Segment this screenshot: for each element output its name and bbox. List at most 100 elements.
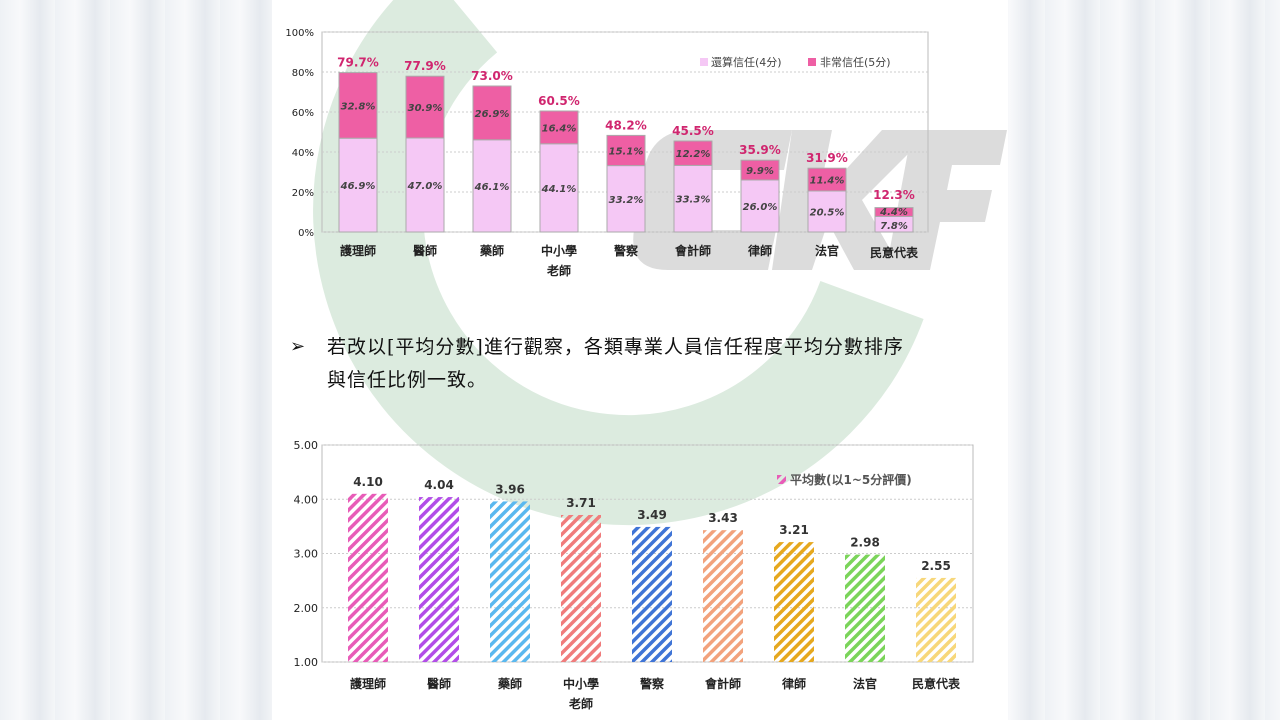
x-category-label: 律師 — [748, 243, 772, 258]
y-tick-label: 80% — [292, 68, 314, 79]
total-label: 73.0% — [471, 69, 513, 83]
bullet-arrow-icon: ➢ — [290, 336, 306, 357]
data-label-4pt: 46.1% — [474, 182, 510, 193]
total-label: 35.9% — [739, 143, 781, 157]
x-category-label: 法官 — [853, 676, 877, 691]
data-label: 4.10 — [353, 475, 383, 489]
y-tick-label: 60% — [292, 108, 314, 119]
total-label: 12.3% — [873, 188, 915, 202]
data-label-5pt: 9.9% — [746, 166, 774, 177]
x-category-label: 會計師 — [705, 676, 741, 691]
bar-segment-very-trust — [673, 140, 713, 166]
y-tick-label: 4.00 — [294, 493, 319, 506]
x-category-label: 警察 — [613, 243, 639, 258]
paragraph-line-2: 與信任比例一致。 — [327, 369, 488, 391]
data-label: 3.43 — [708, 511, 738, 525]
x-category-label: 護理師 — [350, 676, 386, 691]
x-category-label: 警察 — [639, 676, 665, 691]
bar-segment-very-trust — [338, 72, 378, 139]
bar-segment-somewhat-trust — [606, 165, 646, 233]
bar-segment-somewhat-trust — [539, 143, 579, 233]
data-label: 2.55 — [921, 559, 951, 573]
data-label-4pt: 33.2% — [609, 195, 644, 206]
y-tick-label: 1.00 — [294, 656, 319, 669]
x-category-label: 律師 — [782, 676, 806, 691]
bar — [632, 526, 672, 662]
bar-segment-very-trust — [874, 207, 914, 217]
total-label: 45.5% — [672, 124, 714, 138]
data-label: 2.98 — [850, 536, 880, 550]
data-label: 3.71 — [566, 496, 596, 510]
x-category-label: 護理師 — [340, 243, 376, 258]
bar-segment-very-trust — [606, 134, 646, 167]
y-tick-label: 3.00 — [294, 548, 319, 561]
data-label-5pt: 4.4% — [879, 207, 908, 218]
y-tick-label: 40% — [292, 148, 314, 159]
data-label-4pt: 46.9% — [340, 181, 376, 192]
total-label: 77.9% — [404, 59, 446, 73]
x-category-label: 老師 — [547, 263, 571, 278]
total-label: 60.5% — [538, 94, 580, 108]
x-category-label: 藥師 — [497, 676, 522, 691]
y-tick-label: 0% — [298, 228, 314, 239]
data-label: 4.04 — [424, 478, 454, 492]
legend-label: 還算信任(4分) — [711, 55, 782, 69]
average-score-bar-chart: 1.00 2.00 3.00 4.00 5.00 4.10 護理師 4.04 醫師 3.96 藥師 3… — [294, 439, 974, 711]
data-label-5pt: 26.9% — [475, 109, 510, 120]
bar-segment-somewhat-trust — [740, 179, 780, 233]
data-label-5pt: 30.9% — [408, 103, 443, 114]
legend-swatch — [777, 475, 786, 484]
legend-swatch-very-trust — [808, 58, 816, 66]
total-label: 31.9% — [806, 151, 848, 165]
legend-swatch-somewhat-trust — [700, 58, 708, 66]
data-label-4pt: 47.0% — [407, 181, 443, 192]
bar-segment-very-trust — [539, 110, 579, 145]
data-label-5pt: 15.1% — [609, 147, 644, 158]
x-category-label: 老師 — [569, 696, 593, 711]
data-label-4pt: 20.5% — [810, 208, 845, 219]
data-label-5pt: 32.8% — [341, 101, 376, 112]
y-tick-label: 5.00 — [294, 439, 319, 452]
data-label-4pt: 44.1% — [541, 184, 577, 195]
data-label: 3.21 — [779, 523, 809, 537]
y-tick-label: 100% — [285, 28, 314, 39]
bar-segment-somewhat-trust — [338, 137, 378, 233]
bar-segment-somewhat-trust — [807, 190, 847, 233]
bar-segment-very-trust — [740, 159, 780, 181]
data-label: 3.96 — [495, 482, 525, 496]
data-label-4pt: 7.8% — [880, 221, 908, 232]
bar-segment-very-trust — [472, 85, 512, 141]
x-category-label: 醫師 — [413, 243, 437, 258]
x-category-label: 民意代表 — [870, 245, 919, 260]
x-category-label: 民意代表 — [912, 676, 961, 691]
bar — [774, 542, 814, 662]
data-label-5pt: 16.4% — [542, 123, 577, 134]
bar — [348, 493, 388, 662]
data-label-5pt: 12.2% — [676, 149, 711, 160]
data-label: 3.49 — [637, 508, 667, 522]
bar — [561, 514, 601, 662]
total-label: 79.7% — [337, 56, 379, 70]
x-category-label: 中小學 — [563, 676, 599, 691]
x-category-label: 會計師 — [675, 243, 711, 258]
y-tick-label: 2.00 — [294, 602, 319, 615]
bar-segment-somewhat-trust — [472, 139, 512, 233]
data-label-5pt: 11.4% — [810, 176, 845, 187]
legend-label: 非常信任(5分) — [820, 56, 891, 69]
y-tick-label: 20% — [292, 188, 314, 199]
bar — [419, 497, 459, 662]
x-category-label: 中小學 — [541, 243, 577, 258]
x-category-label: 藥師 — [479, 243, 504, 258]
bar — [916, 577, 956, 662]
trust-ratio-stacked-bar-chart: 0% 20% 40% 60% 80% 100% 46.9% 32.8% 79.7% 護理師 47.0… — [285, 28, 929, 278]
total-label: 48.2% — [605, 118, 647, 132]
bar-segment-very-trust — [405, 75, 445, 139]
document-page: 0% 20% 40% 60% 80% 100% 46.9% 32.8% 79.7% 護理師 47.0… — [272, 0, 1008, 720]
bar-segment-very-trust — [807, 167, 847, 192]
data-label-4pt: 33.3% — [676, 195, 711, 206]
x-category-label: 醫師 — [427, 676, 451, 691]
bar — [703, 530, 743, 662]
legend-label: 平均數(以1~5分評價) — [790, 472, 912, 487]
bar — [490, 501, 530, 662]
x-category-label: 法官 — [815, 243, 839, 258]
